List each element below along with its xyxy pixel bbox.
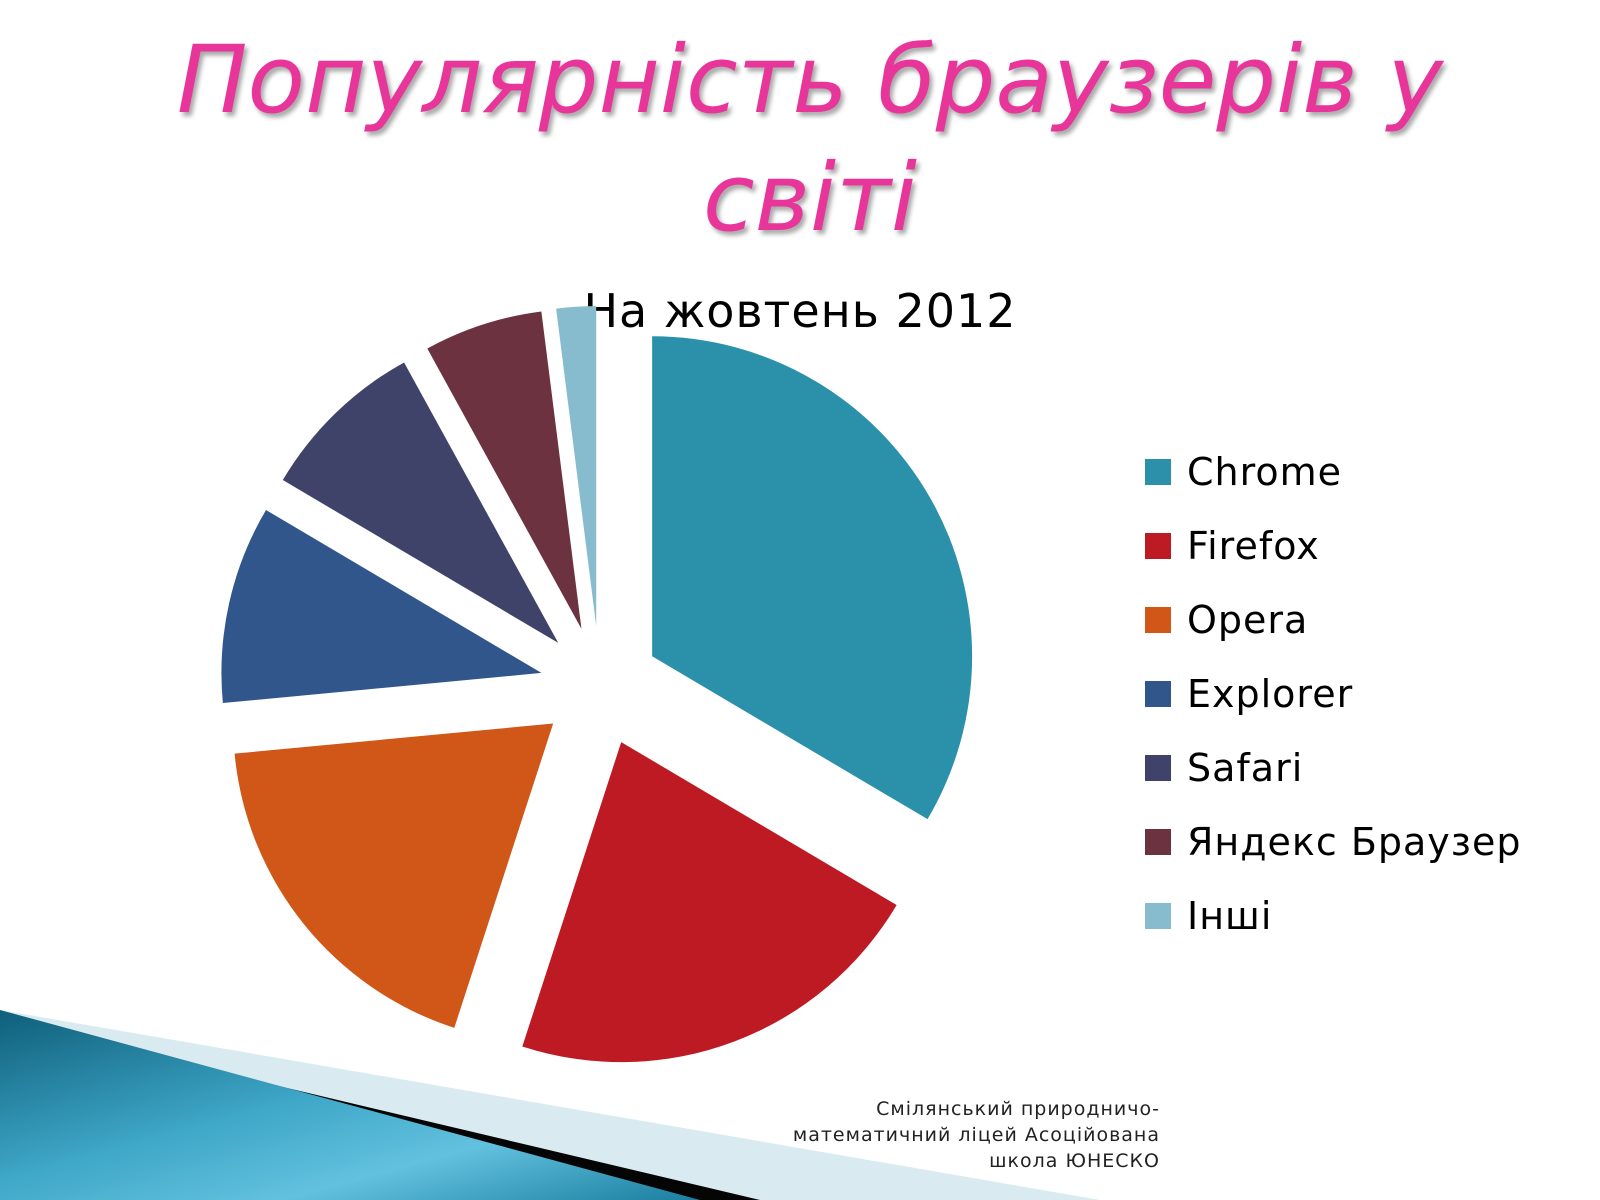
legend-swatch xyxy=(1145,681,1171,707)
pie-slice-2 xyxy=(234,723,554,1028)
slide-title: Популярність браузерів у світі xyxy=(176,26,1444,253)
legend-swatch xyxy=(1145,533,1171,559)
legend-swatch xyxy=(1145,829,1171,855)
legend-label: Яндекс Браузер xyxy=(1187,820,1522,864)
pie-slice-1 xyxy=(522,742,897,1063)
legend-label: Opera xyxy=(1187,598,1309,642)
legend-item: Chrome xyxy=(1145,448,1522,496)
legend-item: Firefox xyxy=(1145,522,1522,570)
legend-item: Opera xyxy=(1145,596,1522,644)
legend-label: Інші xyxy=(1187,894,1273,938)
legend-item: Explorer xyxy=(1145,670,1522,718)
chart-title: На жовтень 2012 xyxy=(583,284,1017,338)
decoration-blue-band xyxy=(0,1010,700,1200)
legend-label: Firefox xyxy=(1187,524,1320,568)
pie-slice-6 xyxy=(556,306,597,627)
pie-slice-4 xyxy=(282,362,559,643)
legend-label: Explorer xyxy=(1187,672,1354,716)
pie-slice-3 xyxy=(221,510,542,704)
legend-label: Chrome xyxy=(1187,450,1343,494)
legend-label: Safari xyxy=(1187,746,1304,790)
legend-item: Інші xyxy=(1145,892,1522,940)
legend-swatch xyxy=(1145,755,1171,781)
legend-swatch xyxy=(1145,459,1171,485)
chart-legend: Chrome Firefox Opera Explorer Safari Яндекс Б… xyxy=(1145,448,1522,966)
legend-item: Яндекс Браузер xyxy=(1145,818,1522,866)
footer-text: Смілянський природничо-математичний ліце… xyxy=(792,1098,1160,1172)
legend-swatch xyxy=(1145,607,1171,633)
pie-slice-0 xyxy=(652,336,973,820)
legend-swatch xyxy=(1145,903,1171,929)
legend-item: Safari xyxy=(1145,744,1522,792)
pie-slice-5 xyxy=(427,311,582,629)
